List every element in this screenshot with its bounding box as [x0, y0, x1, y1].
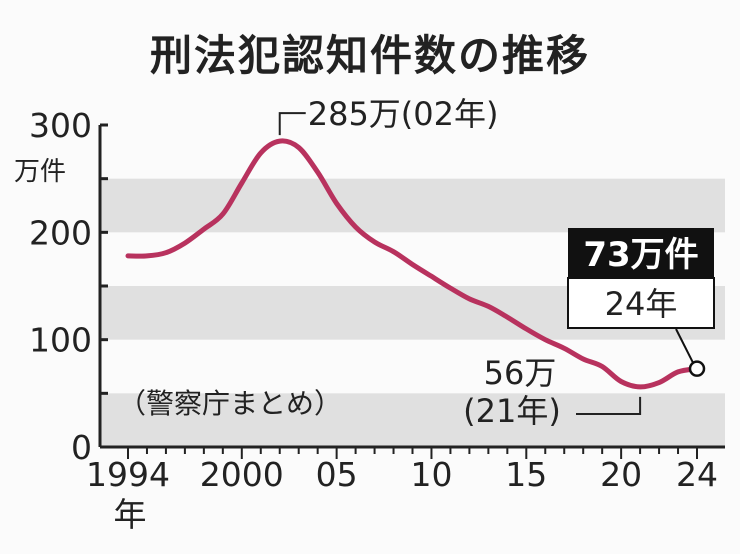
chart-title: 刑法犯認知件数の推移 [149, 31, 590, 80]
band-0 [100, 393, 725, 447]
min-leader [576, 396, 642, 415]
x-tick-label: 05 [316, 455, 358, 494]
min-year-label: (21年) [463, 392, 561, 430]
x-tick-label: 24 [676, 455, 718, 494]
x-tick-label: 2000 [200, 455, 284, 494]
y-tick-label: 300 [29, 106, 92, 145]
x-tick-label: 20 [600, 455, 642, 494]
y-tick-label: 0 [71, 428, 92, 467]
peak-leader [278, 112, 306, 136]
x-unit-label: 年 [114, 495, 147, 534]
y-tick-label: 100 [29, 321, 92, 360]
latest-year-label: 24年 [605, 285, 678, 323]
latest-year-box [567, 277, 715, 329]
y-tick-label: 200 [29, 213, 92, 252]
source-note: （警察庁まとめ） [118, 387, 342, 420]
latest-leader [675, 328, 694, 364]
min-value-label: 56万 [484, 354, 557, 392]
latest-value-box [568, 228, 714, 278]
band-2 [100, 178, 725, 233]
y-unit-label: 万件 [14, 157, 66, 187]
x-tick-label: 10 [410, 455, 452, 494]
latest-value-label: 73万件 [583, 235, 698, 275]
latest-marker [688, 360, 706, 377]
x-tick-label: 1994 [86, 455, 170, 494]
peak-label: 285万(02年) [308, 95, 499, 133]
series-line [125, 138, 700, 390]
x-tick-label: 15 [505, 455, 547, 494]
